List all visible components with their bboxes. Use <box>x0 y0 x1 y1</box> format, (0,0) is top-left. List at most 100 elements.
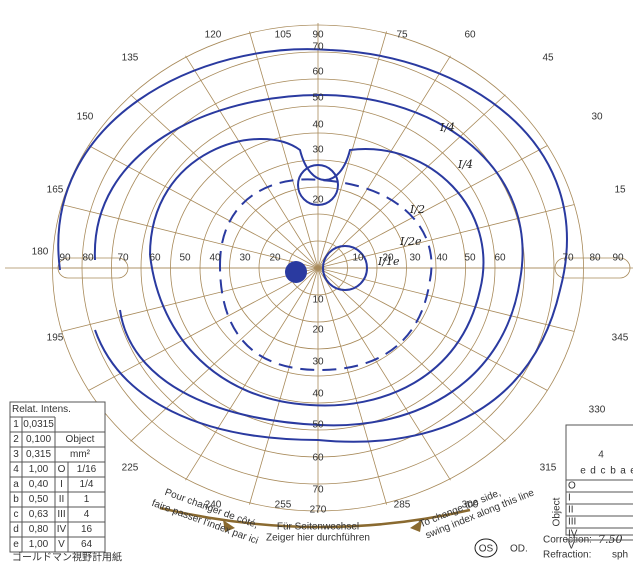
record-col: a <box>620 466 626 477</box>
cell: 0,315 <box>26 449 51 460</box>
cell: 0,63 <box>29 509 49 520</box>
object-header: Object <box>66 434 95 445</box>
radial-label: 50 <box>312 93 324 104</box>
angle-label: 180 <box>32 247 49 258</box>
isopter <box>57 48 568 443</box>
angle-label: 90 <box>312 30 324 41</box>
radial-label: 40 <box>312 389 324 400</box>
cell: 1,00 <box>29 464 49 475</box>
cell: 0,50 <box>29 494 49 505</box>
cell: e <box>13 539 19 550</box>
cell: d <box>13 524 19 535</box>
cell: V <box>58 539 65 550</box>
cell: IV <box>57 524 67 535</box>
cell: 4 <box>13 464 19 475</box>
radial-label: 50 <box>179 253 191 264</box>
cell: b <box>13 494 19 505</box>
radial-line <box>317 267 451 481</box>
scotoma <box>285 261 307 283</box>
record-label: Object <box>552 497 563 526</box>
handwriting: I/2 <box>409 203 425 216</box>
os-circle <box>474 538 498 558</box>
angle-label: 135 <box>122 53 139 64</box>
radial-line <box>317 204 575 269</box>
record-number: 4 <box>598 450 604 461</box>
radial-line <box>130 94 319 269</box>
isopter <box>93 93 524 427</box>
handwriting: I/4 <box>439 121 455 134</box>
angle-label: 165 <box>47 185 64 196</box>
radial-label: 50 <box>464 253 476 264</box>
handwriting: I/2e <box>399 235 422 248</box>
record-row: I <box>568 493 571 504</box>
radial-label: 70 <box>562 253 574 264</box>
angle-label: 105 <box>275 30 292 41</box>
refraction: Refraction: <box>543 550 591 561</box>
angle-label: 75 <box>396 30 408 41</box>
radial-line <box>88 145 319 269</box>
unit: mm² <box>70 449 91 460</box>
cell: 0,40 <box>29 479 49 490</box>
radial-label: 70 <box>117 253 129 264</box>
cell: 1 <box>84 494 90 505</box>
radial-line <box>317 94 506 269</box>
angle-label: 285 <box>394 500 411 511</box>
arrow <box>223 520 235 532</box>
angle-label: 150 <box>77 112 94 123</box>
blind-spot <box>297 164 339 206</box>
radial-label: 80 <box>82 253 94 264</box>
eye-od: OD. <box>510 544 528 555</box>
radial-line <box>88 267 319 391</box>
grid <box>5 23 633 513</box>
radial-label: 40 <box>312 120 324 131</box>
record-col: c <box>601 466 606 477</box>
radial-line <box>185 55 319 269</box>
cell: 4 <box>84 509 90 520</box>
cell: c <box>14 509 19 520</box>
record-row: II <box>568 505 574 516</box>
radial-label: 70 <box>312 42 324 53</box>
angle-label: 225 <box>122 463 139 474</box>
radial-label: 60 <box>312 453 324 464</box>
radial-line <box>317 145 548 269</box>
radial-label: 30 <box>312 357 324 368</box>
radial-label: 30 <box>409 253 421 264</box>
note-de: Zeiger hier durchführen <box>266 533 370 544</box>
cell: 3 <box>13 449 19 460</box>
angle-label: 120 <box>205 30 222 41</box>
cell: 0,80 <box>29 524 49 535</box>
angle-label: 345 <box>612 333 629 344</box>
cell: 1 <box>13 419 19 430</box>
cell: 0,100 <box>26 434 51 445</box>
angle-label: 15 <box>614 185 626 196</box>
swing-arc <box>159 506 471 529</box>
radial-line <box>249 267 319 505</box>
angle-label: 60 <box>464 30 476 41</box>
axis-scale-right <box>554 257 631 279</box>
cell: 1/4 <box>80 479 94 490</box>
radial-label: 80 <box>589 253 601 264</box>
cell: 0,0315 <box>23 419 54 430</box>
eye-os: OS <box>479 544 494 555</box>
isopter <box>219 178 433 372</box>
radial-label: 30 <box>312 145 324 156</box>
record-col: b <box>610 466 616 477</box>
radial-line <box>317 267 548 391</box>
record-table: 4edcbaeOIIIIIIIVVObject <box>552 424 633 552</box>
radial-label: 50 <box>312 420 324 431</box>
radial-line <box>130 267 319 442</box>
angle-label: 45 <box>542 53 554 64</box>
radial-label: 20 <box>382 253 394 264</box>
radial-line <box>317 55 451 269</box>
handwriting: I/4 <box>457 158 473 171</box>
angle-label: 240 <box>205 500 222 511</box>
isopters <box>57 48 568 443</box>
radial-label: 20 <box>312 325 324 336</box>
angle-label: 300 <box>462 500 479 511</box>
note-de: Für Seitenwechsel <box>277 522 359 533</box>
form-name: ゴールドマン視野計用紙 <box>12 551 122 564</box>
cell: O <box>58 464 66 475</box>
radial-line <box>185 267 319 481</box>
angle-label: 195 <box>47 333 64 344</box>
